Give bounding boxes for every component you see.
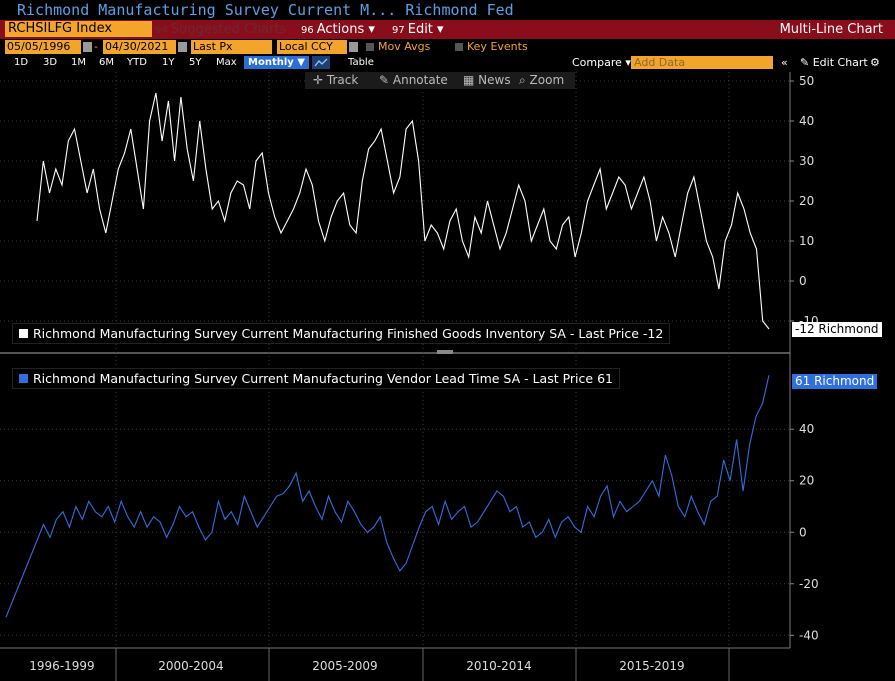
period-1y[interactable]: 1Y [162, 57, 175, 68]
calendar-icon[interactable] [83, 42, 92, 52]
y-tick-label: 0 [799, 525, 807, 539]
period-ytd[interactable]: YTD [127, 57, 147, 68]
actions-number: 96 [301, 25, 314, 36]
legend-swatch [19, 374, 28, 383]
command-bar: RCHSILFG Index 94 Suggested Charts 96 Acti… [0, 20, 895, 39]
legend-finished-goods-label: Richmond Manufacturing Survey Current Ma… [33, 326, 664, 341]
mov-avgs-toggle[interactable]: Mov Avgs [366, 40, 430, 54]
pencil-icon: ✎ [800, 56, 813, 69]
annotate-label: Annotate [392, 73, 448, 87]
last-price-tag-white: -12 Richmond [792, 322, 882, 337]
checkbox-icon [366, 43, 374, 51]
edit-chart-label: Edit Chart [812, 56, 868, 69]
y-tick-label: 40 [799, 114, 814, 128]
y-tick-label: -20 [799, 577, 819, 591]
price-field-select[interactable]: Last Px [191, 40, 272, 54]
edit-menu-button[interactable]: 97 Edit ▾ [392, 21, 444, 38]
key-events-toggle[interactable]: Key Events [455, 40, 528, 54]
actions-menu-button[interactable]: 96 Actions ▾ [301, 21, 375, 38]
end-date-field[interactable]: 04/30/2021 [103, 40, 176, 54]
x-tick-label: 2005-2009 [312, 659, 377, 673]
period-3d[interactable]: 3D [43, 57, 58, 68]
track-tool[interactable]: ✛ Track [313, 73, 358, 88]
ticker-field[interactable]: RCHSILFG Index [5, 21, 152, 37]
currency-select[interactable]: Local CCY [277, 40, 347, 54]
calendar-icon[interactable] [178, 42, 187, 52]
table-button[interactable]: Table [348, 57, 374, 68]
edit-chart-button[interactable]: ✎ Edit Chart [800, 56, 868, 69]
legend-finished-goods[interactable]: Richmond Manufacturing Survey Current Ma… [12, 323, 671, 344]
y-tick-label: 30 [799, 154, 814, 168]
news-label: News [478, 73, 511, 87]
pencil-icon: ✎ [379, 73, 393, 87]
period-5y[interactable]: 5Y [189, 57, 202, 68]
series-line [5, 375, 770, 618]
crosshair-icon: ✛ [313, 73, 327, 87]
date-separator: - [94, 40, 98, 53]
line-chart-icon[interactable] [312, 56, 330, 69]
zoom-tool[interactable]: ⌕ Zoom [519, 73, 564, 88]
settings-row: 05/05/1996 - 04/30/2021 Last Px Local CC… [0, 40, 895, 55]
legend-vendor-lead-time[interactable]: Richmond Manufacturing Survey Current Ma… [12, 368, 620, 389]
suggested-charts-number: 94 [155, 25, 168, 36]
y-tick-label: 0 [799, 274, 807, 288]
x-tick-label: 2010-2014 [466, 659, 531, 673]
suggested-charts-button[interactable]: 94 Suggested Charts [155, 21, 286, 38]
news-icon: ▦ [463, 73, 479, 87]
last-price-tag-blue: 61 Richmond [792, 374, 878, 389]
y-tick-label: -40 [799, 628, 819, 642]
panel-resize-handle [437, 350, 453, 354]
start-date-field[interactable]: 05/05/1996 [5, 40, 81, 54]
news-tool[interactable]: ▦ News [463, 73, 511, 88]
collapse-icon[interactable]: « [781, 56, 788, 69]
magnifier-icon: ⌕ [519, 73, 530, 87]
suggested-charts-label: Suggested Charts [170, 22, 287, 37]
window-title: Richmond Manufacturing Survey Current M.… [17, 1, 514, 19]
period-1d[interactable]: 1D [14, 57, 29, 68]
period-1m[interactable]: 1M [71, 57, 86, 68]
edit-number: 97 [392, 25, 405, 36]
compare-button[interactable]: Compare ▾ [572, 56, 631, 69]
x-tick-label: 1996-1999 [29, 659, 94, 673]
period-6m[interactable]: 6M [99, 57, 114, 68]
y-tick-label: 20 [799, 474, 814, 488]
actions-label: Actions ▾ [316, 22, 375, 37]
y-tick-label: 10 [799, 234, 814, 248]
zoom-label: Zoom [529, 73, 565, 87]
add-data-input[interactable]: Add Data [631, 56, 773, 69]
period-row: 1D 3D 1M 6M YTD 1Y 5Y Max Monthly ▼ Tabl… [0, 56, 895, 70]
edit-label: Edit ▾ [407, 22, 444, 37]
x-tick-label: 2000-2004 [158, 659, 223, 673]
chart-type-label[interactable]: Multi-Line Chart [779, 22, 883, 37]
legend-swatch [19, 329, 28, 338]
annotate-tool[interactable]: ✎ Annotate [379, 73, 448, 88]
y-tick-label: 50 [799, 74, 814, 88]
legend-vendor-lead-time-label: Richmond Manufacturing Survey Current Ma… [33, 371, 613, 386]
track-label: Track [326, 73, 359, 87]
key-events-label: Key Events [467, 40, 528, 53]
x-tick-label: 2015-2019 [619, 659, 684, 673]
chart-tools: ✛ Track ✎ Annotate ▦ News ⌕ Zoom [305, 72, 575, 89]
frequency-select[interactable]: Monthly ▼ [244, 56, 309, 69]
series-line [36, 92, 770, 330]
gear-icon[interactable]: ⚙ [870, 56, 880, 69]
period-max[interactable]: Max [216, 57, 237, 68]
checkbox-icon [455, 43, 463, 51]
y-tick-label: 40 [799, 422, 814, 436]
window-title-bar: Richmond Manufacturing Survey Current M.… [0, 0, 895, 19]
currency-dropdown-icon[interactable] [349, 42, 358, 52]
y-tick-label: 20 [799, 194, 814, 208]
mov-avgs-label: Mov Avgs [378, 40, 431, 53]
